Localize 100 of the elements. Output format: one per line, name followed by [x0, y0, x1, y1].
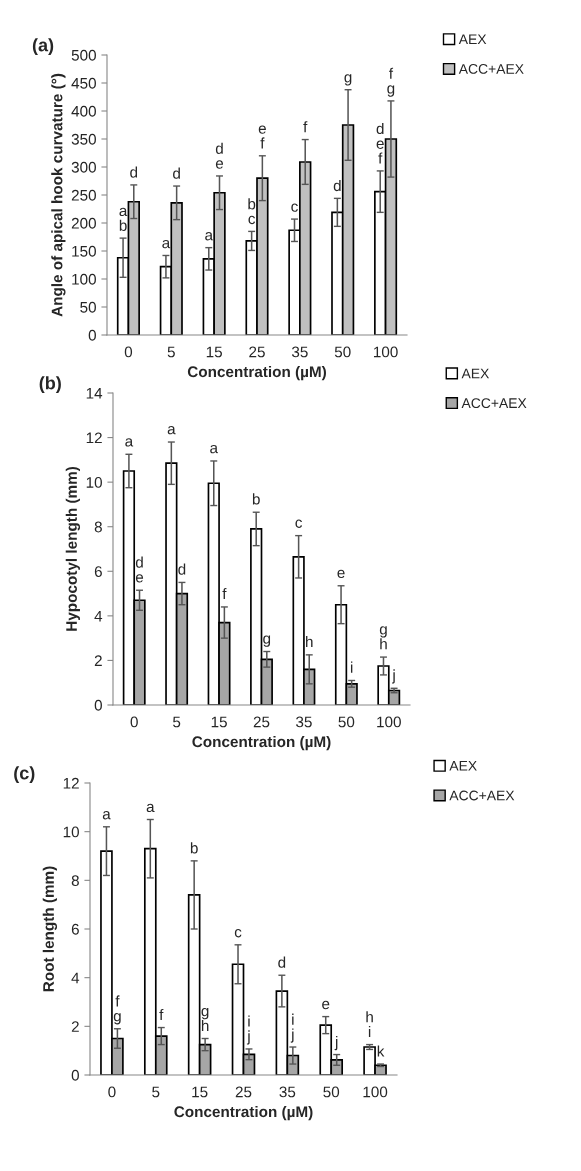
data-label: g [263, 635, 271, 647]
x-tick-label: 15 [192, 1086, 208, 1098]
y-tick-label: 12 [63, 777, 79, 789]
y-tick-label: 8 [94, 521, 102, 533]
data-label: f [159, 1008, 164, 1020]
y-tick-label: 50 [80, 301, 96, 313]
x-tick-label: 0 [124, 346, 133, 358]
y-tick-label: 14 [86, 388, 103, 399]
x-tick-label: 100 [363, 1086, 388, 1098]
data-label: c [234, 929, 242, 938]
y-tick-label: 0 [94, 699, 102, 711]
legend-label: AEX [461, 368, 490, 379]
legend-label: ACC+AEX [461, 398, 527, 409]
y-tick-label: 4 [94, 610, 103, 622]
data-label: a [210, 444, 219, 454]
y-tick-label: 10 [63, 826, 79, 838]
data-label: d e [135, 556, 144, 583]
data-label: b [252, 493, 260, 505]
data-label: a [205, 232, 214, 241]
data-label: b c [248, 198, 256, 225]
y-tick-label: 450 [71, 77, 96, 89]
y-tick-label: 300 [71, 161, 96, 173]
x-tick-label: 5 [167, 346, 175, 358]
data-label: f g [113, 995, 121, 1025]
y-tick-label: 12 [86, 432, 102, 444]
y-tick-label: 2 [94, 655, 102, 666]
x-tick-label: 0 [108, 1086, 116, 1098]
x-tick-label: 35 [291, 346, 308, 358]
x-tick-label: 15 [206, 346, 222, 358]
data-label: a [146, 803, 155, 813]
data-label: d [178, 563, 186, 575]
y-tick-label: 2 [71, 1021, 79, 1032]
x-tick-label: 0 [130, 716, 138, 728]
x-tick-label: 15 [211, 716, 227, 728]
data-label: d [278, 956, 286, 968]
y-axis-title: Hypocotyl length (mm) [65, 467, 81, 631]
x-axis-title: Concentration (µM) [174, 1105, 313, 1121]
data-label: j [334, 1035, 338, 1051]
y-tick-label: 100 [72, 273, 96, 285]
data-label: d [173, 167, 180, 179]
data-label: i [350, 661, 353, 673]
data-label: c [295, 519, 303, 528]
data-label: d [130, 166, 138, 178]
x-axis-title: Concentration (µM) [192, 735, 331, 751]
data-label: g h [379, 626, 387, 650]
data-label: f [303, 121, 308, 133]
x-tick-label: 100 [377, 716, 401, 728]
x-axis-title: Concentration (µM) [187, 365, 326, 381]
y-tick-label: 8 [71, 875, 79, 887]
data-label: d e [215, 142, 224, 169]
y-tick-label: 150 [72, 245, 96, 257]
data-label: d [333, 179, 341, 192]
data-label: a [167, 425, 176, 435]
y-tick-label: 400 [71, 105, 96, 117]
data-label: i j [290, 1013, 294, 1043]
data-label: f [222, 588, 227, 600]
x-tick-label: 50 [338, 716, 355, 728]
data-label: f g [387, 67, 395, 97]
data-label: g [344, 74, 352, 86]
data-label: e [337, 569, 345, 579]
data-label: j [392, 669, 395, 684]
legend-label: ACC+AEX [458, 64, 524, 74]
y-tick-label: 350 [71, 133, 96, 145]
y-tick-label: 250 [71, 189, 96, 201]
y-tick-label: 10 [86, 477, 102, 488]
legend-label: AEX [449, 761, 477, 771]
data-label: e f [258, 125, 266, 149]
data-label: c [291, 203, 298, 212]
chart-title: (b) [39, 376, 61, 393]
y-tick-label: 6 [94, 566, 102, 577]
chart-title: (c) [14, 766, 35, 783]
x-tick-label: 25 [253, 716, 270, 728]
data-label: b [190, 842, 198, 854]
y-axis-title: Angle of apical hook curvature (°) [51, 73, 66, 317]
x-tick-label: 25 [249, 346, 265, 358]
data-label: a b [119, 207, 128, 231]
y-tick-label: 500 [71, 49, 96, 61]
x-tick-label: 35 [296, 716, 312, 728]
data-label: a [125, 438, 134, 447]
y-tick-label: 6 [71, 923, 79, 935]
data-label: a [162, 239, 171, 249]
x-tick-label: 50 [334, 346, 351, 358]
data-label: d e f [376, 122, 384, 164]
data-label: h [306, 635, 313, 648]
y-axis-title: Root length (mm) [42, 866, 58, 992]
data-label: i j [246, 1015, 250, 1045]
x-tick-label: 25 [235, 1086, 252, 1098]
x-tick-label: 50 [323, 1086, 340, 1098]
x-tick-label: 35 [279, 1086, 296, 1098]
x-tick-label: 5 [152, 1086, 160, 1098]
chart-title: (a) [32, 38, 54, 55]
data-label: g h [201, 1007, 209, 1031]
y-tick-label: 0 [71, 1069, 79, 1081]
data-label: a [102, 811, 111, 820]
data-label: k [377, 1045, 385, 1057]
data-label: h i [366, 1011, 373, 1038]
y-tick-label: 0 [88, 329, 96, 341]
data-label: e [322, 1000, 330, 1010]
legend-label: AEX [458, 34, 487, 45]
legend-label: ACC+AEX [449, 790, 515, 801]
